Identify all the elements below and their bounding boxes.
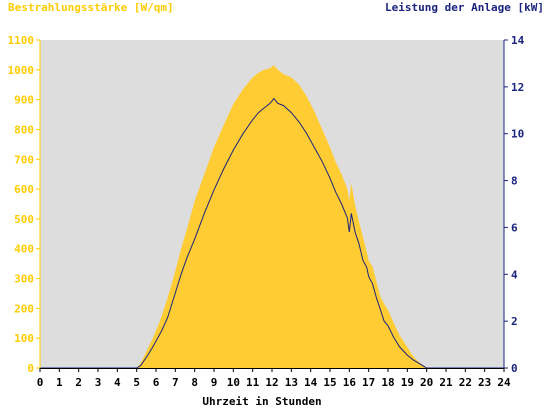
x-tick-label: 10 xyxy=(227,376,240,389)
x-tick-label: 0 xyxy=(37,376,44,389)
irradiance-area xyxy=(40,65,504,369)
x-tick-label: 5 xyxy=(133,376,140,389)
x-tick-label: 16 xyxy=(343,376,357,389)
left-tick-label: 1100 xyxy=(8,34,35,47)
left-tick-label: 1000 xyxy=(8,64,35,77)
x-tick-label: 6 xyxy=(153,376,160,389)
left-tick-label: 100 xyxy=(14,332,34,345)
left-tick-label: 600 xyxy=(14,183,34,196)
x-tick-label: 22 xyxy=(459,376,472,389)
left-tick-label: 400 xyxy=(14,243,34,256)
x-tick-label: 11 xyxy=(246,376,260,389)
x-tick-label: 18 xyxy=(381,376,394,389)
right-tick-label: 14 xyxy=(511,34,525,47)
x-axis-title: Uhrzeit in Stunden xyxy=(202,395,321,408)
x-tick-label: 2 xyxy=(75,376,82,389)
x-tick-label: 3 xyxy=(95,376,102,389)
left-tick-label: 200 xyxy=(14,302,34,315)
right-tick-label: 12 xyxy=(511,81,524,94)
left-tick-label: 700 xyxy=(14,153,34,166)
x-tick-label: 8 xyxy=(191,376,198,389)
x-tick-label: 15 xyxy=(323,376,336,389)
left-tick-label: 0 xyxy=(27,362,34,375)
right-tick-label: 2 xyxy=(511,315,518,328)
x-tick-label: 13 xyxy=(285,376,298,389)
x-tick-label: 21 xyxy=(439,376,453,389)
x-tick-label: 14 xyxy=(304,376,318,389)
x-tick-label: 24 xyxy=(497,376,511,389)
right-tick-label: 4 xyxy=(511,268,518,281)
left-tick-label: 300 xyxy=(14,273,34,286)
x-tick-label: 12 xyxy=(265,376,278,389)
left-tick-label: 800 xyxy=(14,123,34,136)
x-tick-label: 9 xyxy=(211,376,218,389)
x-tick-label: 7 xyxy=(172,376,179,389)
power-line xyxy=(40,97,504,369)
x-tick-label: 17 xyxy=(362,376,375,389)
right-axis-title: Leistung der Anlage [kW] xyxy=(385,1,544,14)
x-tick-label: 1 xyxy=(56,376,63,389)
right-tick-label: 0 xyxy=(511,362,518,375)
right-tick-label: 10 xyxy=(511,128,524,141)
x-tick-label: 4 xyxy=(114,376,121,389)
x-tick-label: 23 xyxy=(478,376,491,389)
right-tick-label: 6 xyxy=(511,221,518,234)
x-tick-label: 20 xyxy=(420,376,433,389)
x-tick-label: 19 xyxy=(401,376,414,389)
left-tick-label: 900 xyxy=(14,94,34,107)
left-axis-title: Bestrahlungsstärke [W/qm] xyxy=(8,1,174,14)
right-tick-label: 8 xyxy=(511,175,518,188)
left-tick-label: 500 xyxy=(14,213,34,226)
